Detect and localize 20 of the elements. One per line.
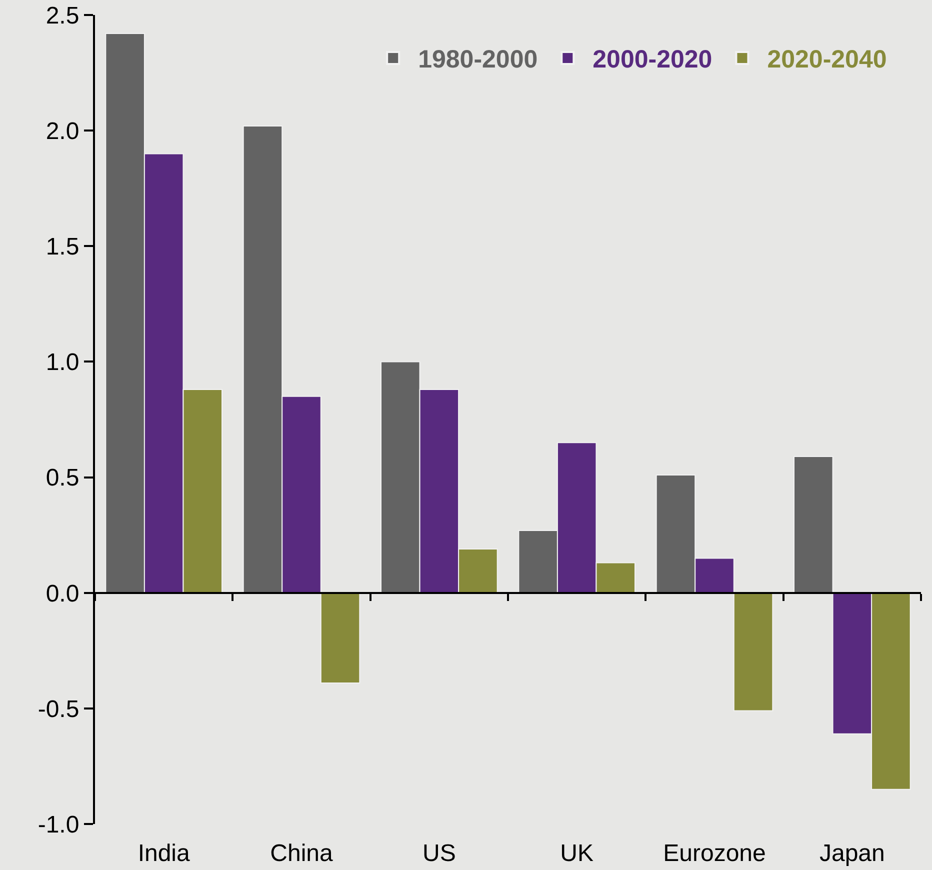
legend-label: 2000-2020 bbox=[592, 46, 712, 74]
bar bbox=[733, 592, 774, 712]
y-tick-label: 2.5 bbox=[46, 2, 80, 30]
legend-label: 1980-2000 bbox=[418, 46, 538, 74]
y-tick-label: -0.5 bbox=[38, 696, 80, 723]
x-tick-label: Eurozone bbox=[663, 840, 766, 867]
x-tick-label: Japan bbox=[819, 840, 885, 867]
x-tick-label: UK bbox=[560, 840, 594, 867]
y-tick-label: 1.0 bbox=[46, 349, 80, 376]
y-tick-label: 1.5 bbox=[46, 234, 80, 261]
bar bbox=[320, 592, 360, 684]
y-tick-label: -1.0 bbox=[38, 811, 80, 838]
y-tick-label: 0.0 bbox=[46, 580, 80, 608]
x-tick-label: US bbox=[422, 840, 456, 867]
x-tick-label: China bbox=[270, 840, 334, 867]
bar bbox=[794, 456, 834, 594]
x-tick-label: India bbox=[138, 840, 190, 867]
y-tick-label: 0.5 bbox=[46, 464, 80, 492]
y-tick-label: 2.0 bbox=[46, 118, 80, 145]
legend-label: 2020-2040 bbox=[767, 46, 887, 74]
